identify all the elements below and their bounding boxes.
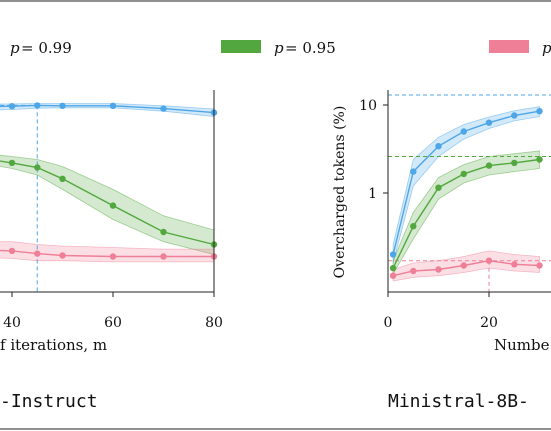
right-point-p-0-95 <box>511 159 518 167</box>
legend-swatch-p095 <box>221 40 261 53</box>
left-point-p-0-95 <box>160 228 167 236</box>
legend-value-2: = 0.95 <box>285 39 336 57</box>
legend: p = 0.99 p = 0.95 p <box>10 39 551 57</box>
right-point-p-0-99 <box>410 168 417 175</box>
right-x-ticks: 0 20 <box>384 292 498 331</box>
right-point-p-0-9 <box>511 261 518 268</box>
right-point-p-0-9 <box>536 262 543 269</box>
left-xtick-label: 40 <box>3 315 21 331</box>
right-point-p-0-95 <box>410 223 417 230</box>
left-point-p-0-9 <box>160 253 167 260</box>
right-panel-title: Ministral-8B- <box>388 391 529 412</box>
left-point-p-0-99 <box>59 102 66 110</box>
right-ytick-label: 10 <box>359 98 377 114</box>
left-point-p-0-95 <box>59 175 66 182</box>
right-series-points <box>389 108 543 279</box>
legend-p-label-1: p <box>10 39 20 57</box>
right-point-p-0-9 <box>460 262 467 269</box>
left-point-p-0-99 <box>160 105 167 112</box>
left-panel-title: -Instruct <box>0 391 98 412</box>
right-point-p-0-99 <box>485 119 493 126</box>
right-point-p-0-95 <box>435 184 442 191</box>
legend-swatch-p09 <box>489 40 529 53</box>
right-point-p-0-95 <box>389 264 397 272</box>
left-point-p-0-99 <box>34 102 41 109</box>
left-point-p-0-95 <box>109 202 117 209</box>
left-point-p-0-9 <box>34 250 41 257</box>
right-point-p-0-99 <box>435 143 442 150</box>
right-point-p-0-99 <box>536 108 543 115</box>
legend-p-label-3: p <box>542 39 551 57</box>
right-point-p-0-99 <box>389 251 397 258</box>
right-point-p-0-99 <box>511 112 518 119</box>
right-band-p-0-99 <box>392 106 540 264</box>
right-point-p-0-95 <box>485 162 493 169</box>
left-point-p-0-9 <box>59 252 66 259</box>
left-point-p-0-95 <box>8 159 16 167</box>
right-point-p-0-9 <box>410 267 417 275</box>
left-x-ticks: 40 60 80 <box>3 292 223 331</box>
right-point-p-0-99 <box>460 128 467 135</box>
left-confidence-bands <box>0 103 215 263</box>
right-y-axis-label: Overcharged tokens (%) <box>332 106 348 279</box>
right-y-ticks: 1 10 <box>359 98 388 202</box>
left-point-p-0-99 <box>109 102 117 110</box>
left-x-axis-label: f iterations, m <box>0 336 107 354</box>
right-point-p-0-9 <box>389 272 397 279</box>
legend-p-label-2: p <box>274 39 284 57</box>
left-point-p-0-95 <box>34 164 41 171</box>
right-ytick-label: 1 <box>368 186 377 202</box>
left-reference-lines <box>0 104 38 292</box>
legend-value-1: = 0.99 <box>21 39 72 57</box>
left-series-points <box>8 102 218 260</box>
left-point-p-0-9 <box>109 253 117 260</box>
right-xtick-label: 0 <box>384 315 393 331</box>
right-point-p-0-95 <box>460 170 467 178</box>
left-point-p-0-99 <box>8 103 16 110</box>
right-xtick-label: 20 <box>480 315 498 331</box>
right-panel: 1 10 0 20 Overcharged tokens (%) Numbe Min… <box>332 90 551 412</box>
right-point-p-0-9 <box>435 266 442 273</box>
right-reference-lines <box>388 94 551 292</box>
left-point-p-0-9 <box>8 247 16 255</box>
left-xtick-label: 60 <box>104 315 122 331</box>
right-x-axis-label: Numbe <box>494 336 550 354</box>
right-point-p-0-95 <box>536 156 543 163</box>
right-point-p-0-9 <box>485 257 493 264</box>
left-xtick-label: 80 <box>205 315 223 331</box>
left-panel: 40 60 80 f iterations, m -Instruct <box>0 90 223 412</box>
